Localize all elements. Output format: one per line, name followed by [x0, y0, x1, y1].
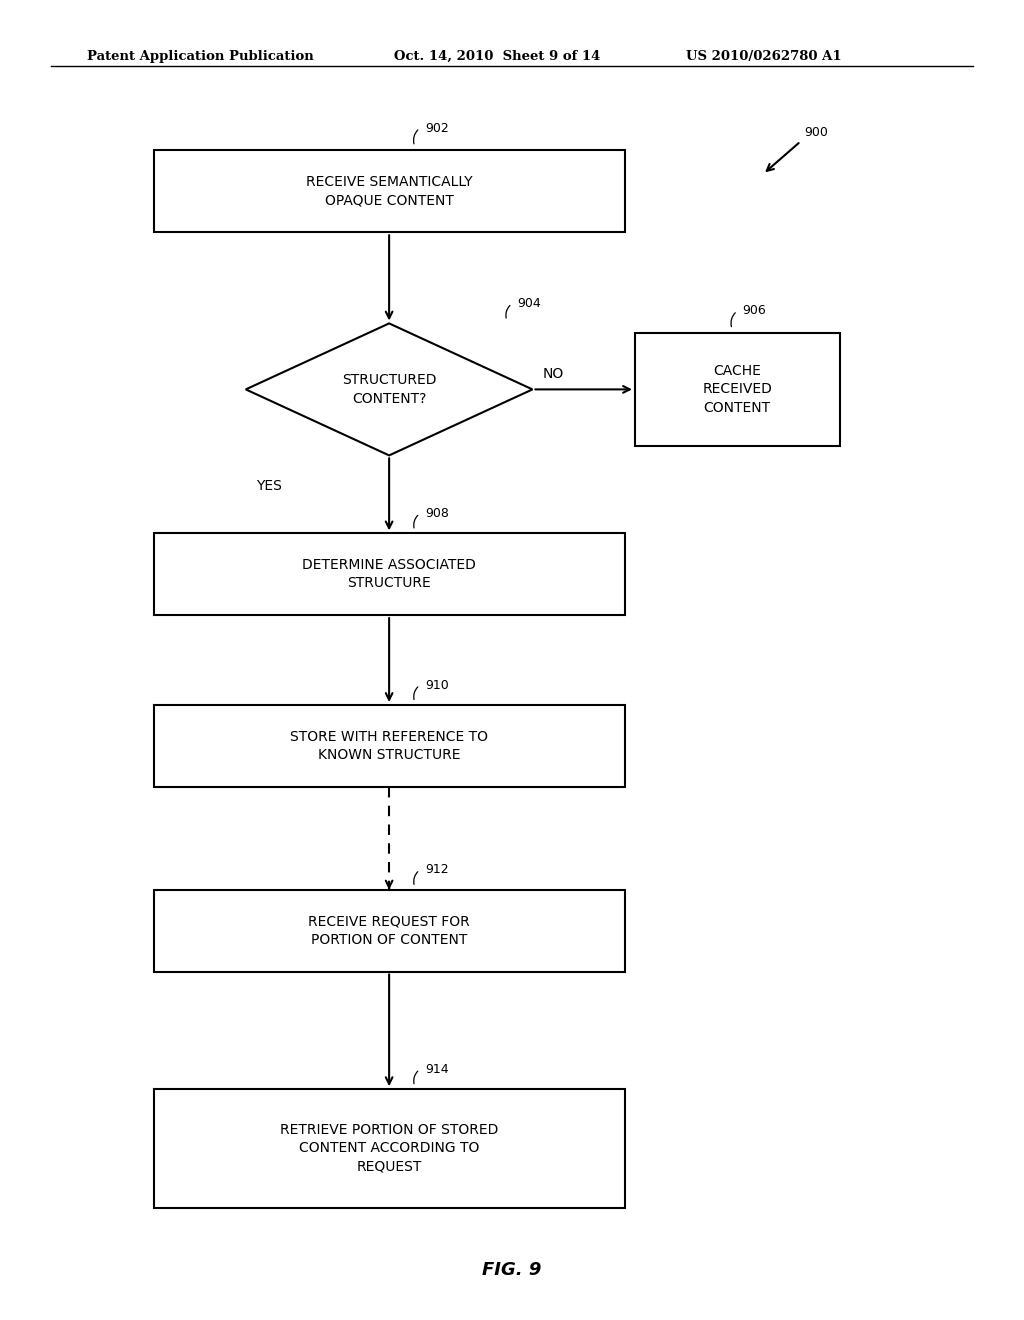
Text: YES: YES: [256, 479, 282, 494]
Text: 908: 908: [425, 507, 449, 520]
Bar: [154, 705, 625, 787]
Text: DETERMINE ASSOCIATED
STRUCTURE: DETERMINE ASSOCIATED STRUCTURE: [302, 558, 476, 590]
Text: FIG. 9: FIG. 9: [482, 1261, 542, 1279]
Text: 912: 912: [425, 863, 449, 876]
Bar: [154, 150, 625, 232]
Text: 910: 910: [425, 678, 449, 692]
Text: RETRIEVE PORTION OF STORED
CONTENT ACCORDING TO
REQUEST: RETRIEVE PORTION OF STORED CONTENT ACCOR…: [280, 1123, 499, 1173]
Text: STORE WITH REFERENCE TO
KNOWN STRUCTURE: STORE WITH REFERENCE TO KNOWN STRUCTURE: [290, 730, 488, 762]
Bar: [154, 533, 625, 615]
Text: 902: 902: [425, 121, 449, 135]
Text: Patent Application Publication: Patent Application Publication: [87, 50, 313, 63]
Text: Oct. 14, 2010  Sheet 9 of 14: Oct. 14, 2010 Sheet 9 of 14: [394, 50, 601, 63]
Polygon shape: [246, 323, 532, 455]
Text: NO: NO: [543, 367, 564, 380]
Text: 900: 900: [804, 125, 827, 139]
Bar: [154, 890, 625, 972]
Text: 914: 914: [425, 1063, 449, 1076]
Text: 906: 906: [742, 305, 766, 318]
Text: CACHE
RECEIVED
CONTENT: CACHE RECEIVED CONTENT: [702, 364, 772, 414]
Text: RECEIVE SEMANTICALLY
OPAQUE CONTENT: RECEIVE SEMANTICALLY OPAQUE CONTENT: [306, 176, 472, 207]
Bar: [635, 334, 840, 446]
Text: 904: 904: [517, 297, 541, 310]
Bar: [154, 1089, 625, 1208]
Text: US 2010/0262780 A1: US 2010/0262780 A1: [686, 50, 842, 63]
Text: RECEIVE REQUEST FOR
PORTION OF CONTENT: RECEIVE REQUEST FOR PORTION OF CONTENT: [308, 915, 470, 946]
Text: STRUCTURED
CONTENT?: STRUCTURED CONTENT?: [342, 374, 436, 405]
